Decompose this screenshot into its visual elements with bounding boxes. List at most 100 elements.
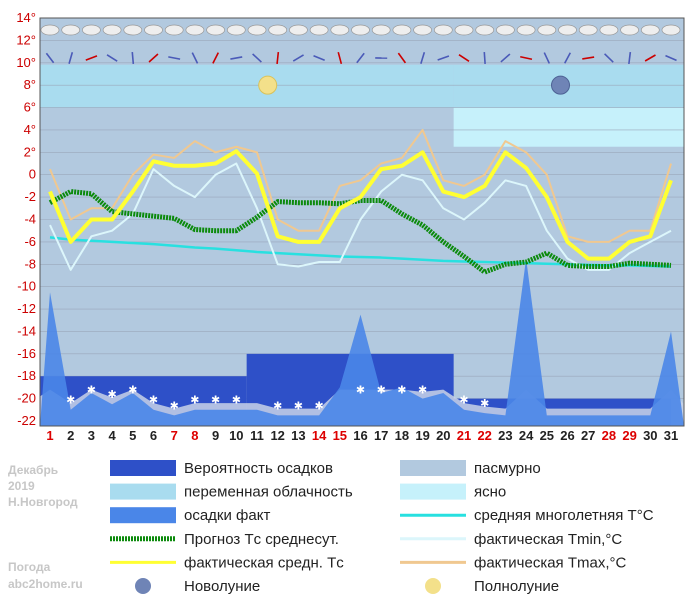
actual-mean-line	[48, 149, 673, 261]
cloud-icon	[289, 24, 308, 36]
cloud-icon	[226, 24, 246, 36]
y-tick-label: 8°	[24, 77, 36, 92]
y-tick-label: 0	[29, 167, 36, 182]
legend-label: фактическая Tmin,°C	[474, 531, 622, 548]
legend-label: осадки факт	[184, 507, 270, 524]
y-tick-label: -18	[17, 368, 36, 383]
snow-marker: ✱	[128, 385, 137, 397]
x-tick-label: 13	[291, 428, 305, 443]
city-label: Н.Новгород	[8, 495, 78, 509]
y-tick-label: 12°	[16, 32, 36, 47]
snow-marker: ✱	[294, 400, 303, 412]
wind-arrow-icon	[45, 52, 55, 64]
x-tick-label: 5	[129, 428, 136, 443]
cloud-icon	[185, 24, 205, 36]
wind-arrow-icon	[313, 55, 325, 61]
month-label: Декабрь	[8, 463, 58, 477]
x-tick-label: 23	[498, 428, 512, 443]
snow-marker: ✱	[273, 400, 282, 412]
wind-arrow-icon	[68, 52, 74, 64]
legend-label: пасмурно	[474, 460, 541, 477]
cloud-icon	[309, 24, 329, 36]
wind-arrow-icon	[644, 54, 656, 62]
axes: 14° 12° 10° 8° 6° 4° 2° 0 -2 -4 -6 -8 -10 -12 -14 -16 -1…	[16, 10, 685, 443]
cloud-icon	[496, 24, 515, 36]
y-tick-label: 4°	[24, 122, 36, 137]
sky-variable-band	[40, 64, 454, 108]
y-tick-label: -8	[24, 256, 36, 271]
wind-arrow-icon	[191, 52, 199, 64]
snow-marker: ✱	[418, 385, 427, 397]
cloud-icon	[206, 24, 225, 36]
x-tick-label: 30	[643, 428, 657, 443]
wind-arrow-icon	[483, 51, 486, 65]
x-tick-label: 8	[191, 428, 198, 443]
y-tick-label: -16	[17, 346, 36, 361]
wind-arrow-icon	[292, 54, 304, 62]
cloud-icon	[516, 24, 536, 36]
legend-label: Прогноз Tс среднесут.	[184, 531, 339, 548]
cloud-icon	[61, 24, 81, 36]
legend-swatch-precip_fact	[110, 507, 176, 524]
wind-arrow-icon	[582, 56, 595, 60]
cloud-icon	[454, 24, 474, 36]
x-tick-label: 19	[415, 428, 429, 443]
snow-marker: ✱	[459, 395, 468, 407]
x-tick-label: 15	[333, 428, 347, 443]
y-tick-label: 2°	[24, 144, 36, 159]
precip-fact-area	[40, 258, 684, 426]
y-tick-label: 6°	[24, 100, 36, 115]
snow-marker: ✱	[211, 395, 220, 407]
wind-arrow-icon	[420, 52, 426, 64]
legend-swatch-clear	[400, 483, 466, 500]
wind-arrow-icon	[397, 52, 407, 64]
cloud-icon	[558, 24, 577, 36]
x-tick-label: 6	[150, 428, 157, 443]
legend-label: средняя многолетняя T°C	[474, 507, 654, 524]
site-label-line1: Погода	[8, 560, 51, 574]
x-tick-label: 11	[250, 428, 264, 443]
cloud-icon	[102, 24, 122, 36]
cloud-icon	[247, 24, 267, 36]
x-tick-label: 25	[540, 428, 554, 443]
wind-arrow-icon	[337, 51, 343, 65]
legend-full-moon-icon	[425, 578, 441, 594]
snow-marker: ✱	[377, 385, 386, 397]
year-label: 2019	[8, 479, 35, 493]
x-tick-label: 2	[67, 428, 74, 443]
legend-label: фактическая средн. Tс	[184, 554, 344, 571]
wind-arrow-icon	[168, 56, 181, 60]
snow-marker: ✱	[87, 385, 96, 397]
wind-arrow-icon	[131, 51, 135, 65]
cloud-icon	[640, 24, 660, 36]
x-tick-label: 12	[270, 428, 284, 443]
x-tick-label: 24	[519, 428, 534, 443]
x-tick-label: 3	[88, 428, 95, 443]
wind-arrow-icon	[458, 54, 470, 62]
x-tick-label: 21	[457, 428, 471, 443]
legend-label: переменная облачность	[184, 484, 353, 501]
full-moon-icon	[258, 75, 278, 95]
x-tick-label: 17	[374, 428, 388, 443]
snow-marker: ✱	[66, 395, 75, 407]
x-tick-label: 16	[353, 428, 367, 443]
wind-arrow-icon	[148, 53, 159, 63]
legend-label: Полнолуние	[474, 578, 559, 595]
cloud-icon	[599, 24, 619, 36]
x-tick-label: 14	[312, 428, 327, 443]
new-moon-icon	[551, 75, 570, 95]
sky-clear-band	[453, 107, 684, 147]
plot-frame	[39, 17, 685, 427]
y-tick-label: -14	[17, 323, 36, 338]
x-tick-label: 29	[622, 428, 636, 443]
snow-marker: ✱	[314, 400, 323, 412]
snow-marker: ✱	[107, 389, 116, 401]
legend-new-moon-icon	[135, 578, 151, 594]
cloud-icon	[392, 24, 412, 36]
snow-marker: ✱	[356, 385, 365, 397]
x-tick-label: 31	[664, 428, 678, 443]
wind-arrow-icon	[628, 51, 632, 65]
snow-marker: ✱	[397, 385, 406, 397]
x-tick-label: 18	[395, 428, 409, 443]
x-tick-label: 20	[436, 428, 450, 443]
